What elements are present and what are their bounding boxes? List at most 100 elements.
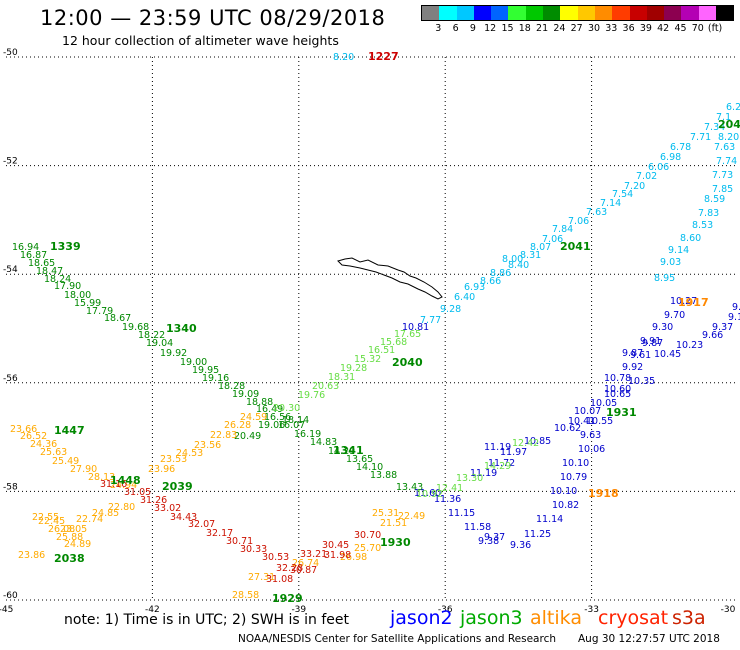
legend-label: 15 (501, 23, 514, 34)
wave-height-value: 14.83 (310, 437, 337, 448)
wave-height-value: 9.87 (642, 338, 663, 349)
wave-height-value: 25.88 (56, 532, 83, 543)
legend-swatch (508, 6, 526, 20)
legend-swatch (681, 6, 699, 20)
pass-time-label: 1447 (54, 424, 85, 437)
wave-height-value: 7.1 (716, 112, 731, 123)
wave-height-value: 10.45 (654, 349, 681, 360)
wave-height-value: 7.34 (704, 122, 725, 133)
wave-height-value: 23.05 (60, 524, 87, 535)
latitude-label: -56 (3, 374, 18, 384)
wave-height-value: 11.97 (500, 447, 527, 458)
wave-height-value: 26.98 (340, 552, 367, 563)
wave-height-value: 15.68 (380, 337, 407, 348)
legend-swatch (577, 6, 595, 20)
map-subtitle: 12 hour collection of altimeter wave hei… (62, 33, 339, 48)
wave-height-value: 6.78 (670, 142, 691, 153)
pass-time-label: 1918 (588, 487, 619, 500)
legend-swatch (664, 6, 682, 20)
wave-height-value: 8.95 (654, 273, 675, 284)
wave-height-value: 25.70 (354, 543, 381, 554)
legend-label: 45 (674, 23, 687, 34)
wave-height-value: 8.20 (333, 52, 354, 63)
wave-height-value: 19.68 (122, 322, 149, 333)
legend-labels: 3 6 9 12 15 18 21 24 27 30 33 36 39 42 45 70 (ft) (421, 21, 734, 34)
wave-height-value: 12.41 (436, 483, 463, 494)
latitude-label: -50 (3, 48, 18, 58)
wave-height-value: 19.09 (232, 389, 259, 400)
legend-swatch (646, 6, 665, 20)
wave-height-value: 30.70 (354, 530, 381, 541)
wave-height-value: 11.19 (484, 442, 511, 453)
wave-height-value: 18.28 (218, 381, 245, 392)
wave-height-value: 10.23 (676, 340, 703, 351)
wave-height-value: 22.49 (398, 511, 425, 522)
wave-height-value: 24.85 (92, 508, 119, 519)
wave-height-value: 21.51 (380, 518, 407, 529)
satellite-legend-altika: altika (530, 607, 582, 629)
wave-height-value: 11.15 (448, 508, 475, 519)
altimeter-track: 10.81 10.27 9.709.30 9.91 9.619.92 10.35 10.45… (402, 296, 740, 551)
wave-height-value: 32.07 (188, 519, 215, 530)
altimeter-track: 23.6626.5224.3625.6325.4927.9028.1324.94… (10, 412, 425, 601)
wave-height-value: 31.05 (124, 487, 151, 498)
wave-height-value: 22.80 (108, 502, 135, 513)
altimeter-track: 31.1631.0531.2633.0234.4332.0732.1730.71… (100, 479, 381, 585)
wave-height-value: 19.16 (202, 373, 229, 384)
legend-swatch (716, 6, 734, 20)
axis-labels: -45 -42 -39 -36 -33 -30 -50 -52 -54 -56 -58 -60 (0, 48, 736, 615)
wave-height-value: 19.92 (160, 348, 187, 359)
wave-height-value: 32.28 (276, 563, 303, 574)
wave-height-value: 24.53 (176, 448, 203, 459)
pass-time-label: 1448 (110, 474, 141, 487)
satellite-legend-jason3: jason3 (460, 607, 523, 629)
wave-height-value: 18.31 (328, 372, 355, 383)
legend-swatch (560, 6, 578, 20)
longitude-label: -33 (584, 605, 599, 615)
wave-height-value: 8.59 (704, 194, 725, 205)
legend-swatch (543, 6, 561, 20)
wave-height-value: 23.53 (160, 454, 187, 465)
wave-height-value: 34.43 (170, 512, 197, 523)
altimeter-track: 6.406.938.668.868.408.318.077.067.847.06… (0, 0, 740, 326)
wave-height-value: 26.08 (48, 524, 75, 535)
wave-height-value: 10.82 (552, 500, 579, 511)
wave-height-value: 16.19 (294, 429, 321, 440)
wave-height-value: 10.65 (604, 389, 631, 400)
wave-height-value: 7.14 (600, 198, 621, 209)
wave-height-value: 12.42 (512, 438, 539, 449)
latitude-label: -60 (3, 591, 18, 601)
wave-height-value: 7.06 (542, 234, 563, 245)
wave-height-value: 6.06 (648, 162, 669, 173)
wave-height-value: 9.14 (668, 245, 689, 256)
wave-height-value: 10.78 (604, 373, 631, 384)
wave-height-value: 10.07 (574, 406, 601, 417)
wave-height-value: 31.26 (140, 495, 167, 506)
legend-swatch (594, 6, 613, 20)
wave-height-value: 6.98 (660, 152, 681, 163)
wave-height-value: 18.88 (246, 397, 273, 408)
wave-height-value: 9.38 (478, 536, 499, 547)
longitude-label: -39 (291, 605, 306, 615)
wave-height-value: 7.06 (568, 216, 589, 227)
legend-swatch (422, 6, 440, 20)
wave-height-value: 9.70 (664, 310, 685, 321)
wave-height-value: 11.60 (414, 488, 441, 499)
wave-height-value: 9.30 (652, 322, 673, 333)
wave-height-value: 9.92 (622, 362, 643, 373)
wave-height-value: 17.65 (394, 329, 421, 340)
footer-timestamp: Aug 30 12:27:57 UTC 2018 (578, 633, 720, 645)
wave-height-value: 6.40 (454, 292, 475, 303)
wave-height-value: 33.02 (154, 503, 181, 514)
wave-height-value: 17.90 (54, 281, 81, 292)
wave-height-value: 14.29 (328, 446, 355, 457)
wave-height-value: 7.83 (698, 208, 719, 219)
altimeter-track: 8.20 (333, 52, 354, 63)
footer-credit: NOAA/NESDIS Center for Satellite Applica… (238, 633, 556, 645)
legend-label: 21 (536, 23, 549, 34)
pass-time-label: 1341 (333, 444, 364, 457)
longitude-label: -30 (721, 605, 736, 615)
legend-label: 70 (691, 23, 704, 34)
